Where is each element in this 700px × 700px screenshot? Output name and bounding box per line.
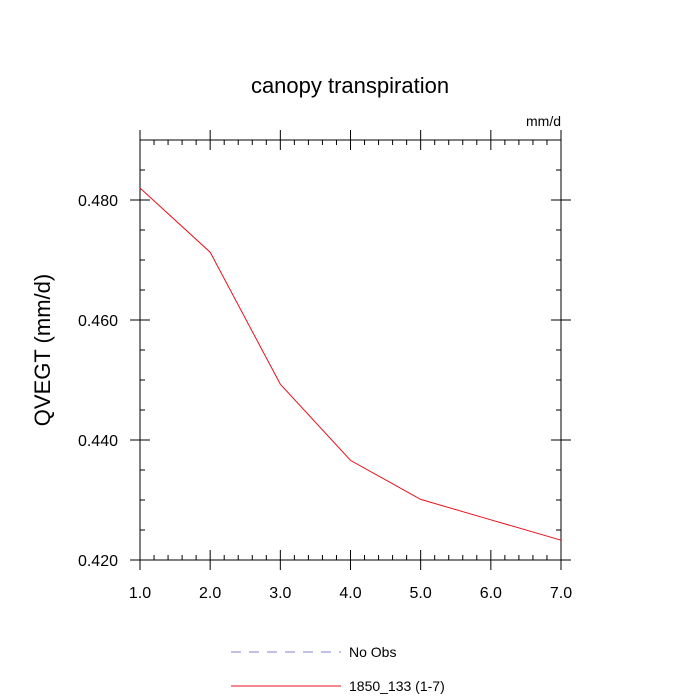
x-tick-label: 5.0 (410, 585, 432, 602)
chart-title: canopy transpiration (251, 73, 449, 98)
x-tick-label: 3.0 (269, 585, 291, 602)
legend: No Obs 1850_133 (1-7) (231, 644, 445, 694)
series-line-1 (139, 187, 562, 541)
y-tick-label: 0.420 (78, 553, 118, 570)
x-tick-label: 4.0 (339, 585, 361, 602)
x-tick-label: 6.0 (480, 585, 502, 602)
plot-frame (139, 139, 562, 561)
legend-label-1: 1850_133 (1-7) (349, 678, 445, 694)
x-tick-label: 2.0 (199, 585, 221, 602)
x-tick-label: 7.0 (550, 585, 572, 602)
axis-ticks: 1.0 2.0 3.0 4.0 5.0 6.0 7.0 0.420 0.440 0.460 0.48… (78, 130, 572, 602)
plot-border (139, 139, 562, 561)
units-label: mm/d (526, 113, 561, 129)
y-tick-label: 0.440 (78, 433, 118, 450)
y-axis-label: QVEGT (mm/d) (30, 274, 55, 426)
series-lines (139, 187, 562, 541)
y-tick-label: 0.480 (78, 193, 118, 210)
y-tick-label: 0.460 (78, 313, 118, 330)
x-tick-label: 1.0 (129, 585, 151, 602)
legend-label-0: No Obs (349, 644, 396, 660)
